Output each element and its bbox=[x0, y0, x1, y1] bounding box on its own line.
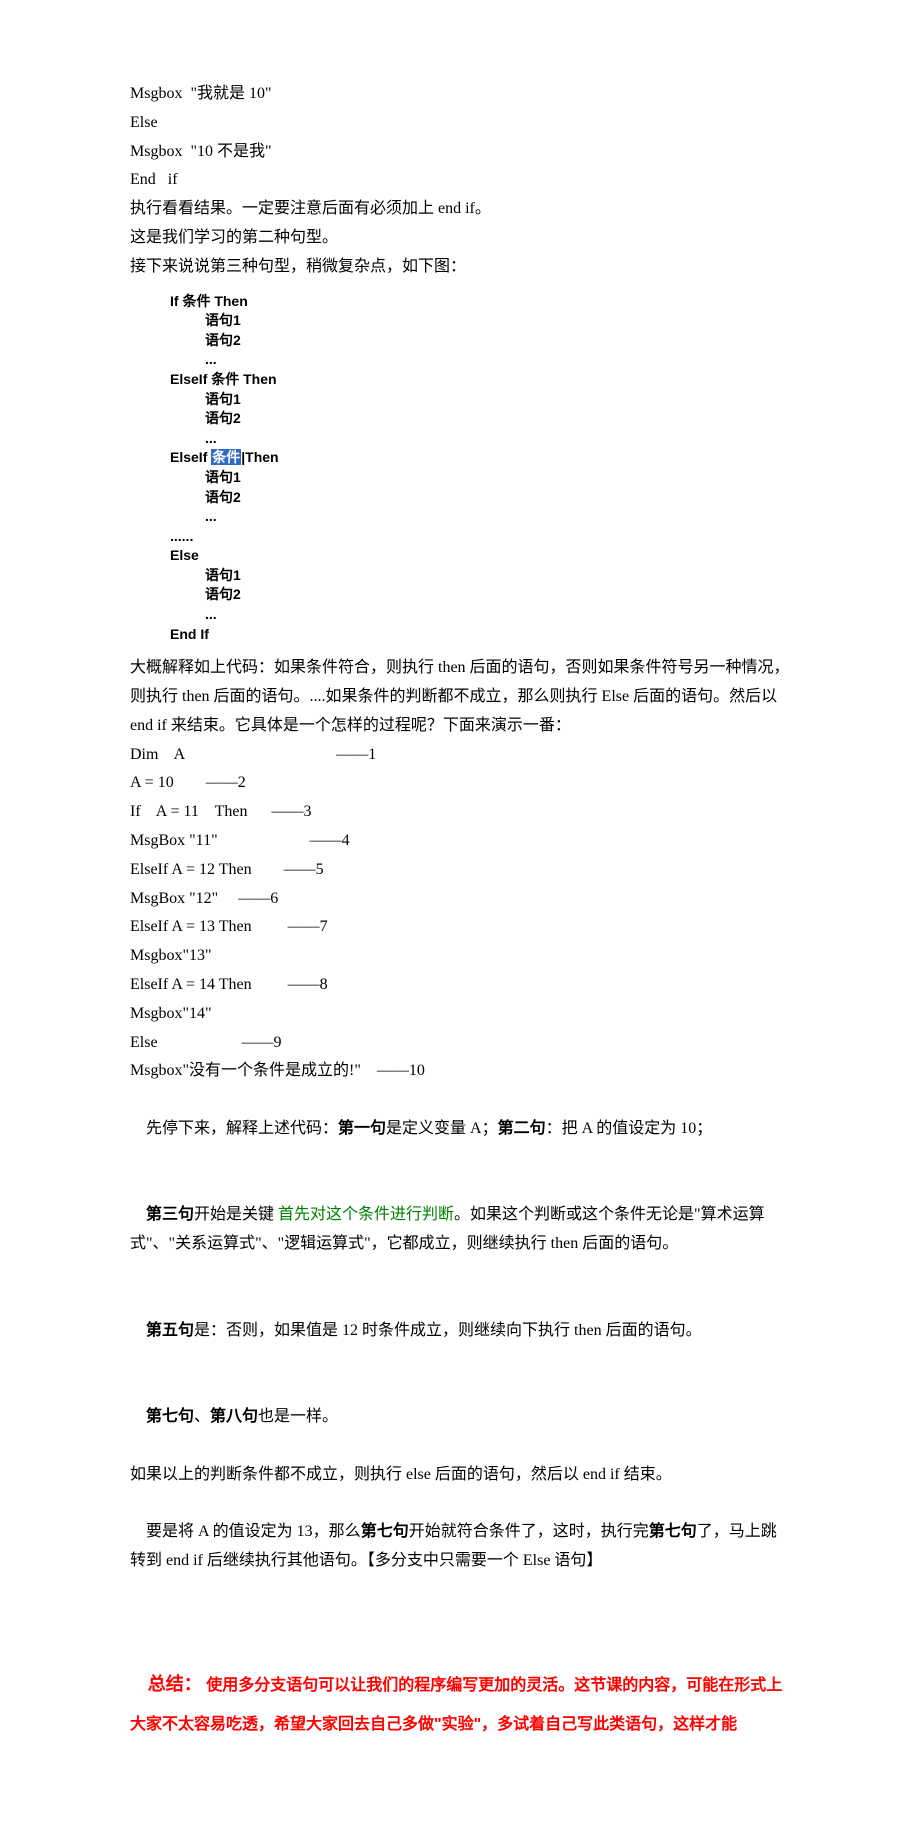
text: 先停下来，解释上述代码： bbox=[146, 1120, 338, 1137]
text: 是：否则，如果值是 12 时条件成立，则继续向下执行 then 后面的语句。 bbox=[194, 1322, 702, 1339]
code-block: If 条件 Then 语句1 语句2 ... ElseIf 条件 Then 语句… bbox=[170, 292, 790, 645]
explanation-line: 第五句是：否则，如果值是 12 时条件成立，则继续向下执行 then 后面的语句… bbox=[130, 1288, 790, 1374]
demo-line: Else ——9 bbox=[130, 1029, 790, 1058]
code-text: Then 语句1 语句2 ... ...... Else 语句1 语句2 ...… bbox=[170, 449, 279, 641]
explanation-line: 如果以上的判断条件都不成立，则执行 else 后面的语句，然后以 end if … bbox=[130, 1461, 790, 1490]
explanation-line: 第七句、第八句也是一样。 bbox=[130, 1374, 790, 1460]
spacer bbox=[130, 1605, 790, 1625]
bold-text: 第七句 bbox=[146, 1408, 194, 1425]
code-text: If 条件 Then 语句1 语句2 ... ElseIf 条件 Then 语句… bbox=[170, 293, 277, 466]
demo-line: ElseIf A = 12 Then ——5 bbox=[130, 856, 790, 885]
text: 要是将 A 的值设定为 13，那么 bbox=[146, 1523, 361, 1540]
green-text: 首先对这个条件进行判断 bbox=[278, 1206, 454, 1223]
bold-text: 第七句 bbox=[649, 1523, 697, 1540]
demo-line: Msgbox"13" bbox=[130, 942, 790, 971]
demo-line: MsgBox "12" ——6 bbox=[130, 885, 790, 914]
demo-line: If A = 11 Then ——3 bbox=[130, 798, 790, 827]
intro-line: 接下来说说第三种句型，稍微复杂点，如下图： bbox=[130, 253, 790, 282]
document-page: Msgbox "我就是 10" Else Msgbox "10 不是我" End… bbox=[0, 0, 920, 1843]
text: 开始是关键 bbox=[194, 1206, 278, 1223]
summary-paragraph: 总结： 使用多分支语句可以让我们的程序编写更加的灵活。这节课的内容，可能在形式上… bbox=[130, 1625, 790, 1783]
explanation-paragraph: 大概解释如上代码：如果条件符合，则执行 then 后面的语句，否则如果条件符号另… bbox=[130, 654, 790, 740]
demo-line: Msgbox"14" bbox=[130, 1000, 790, 1029]
bold-text: 第三句 bbox=[146, 1206, 194, 1223]
bold-text: 第二句 bbox=[498, 1120, 546, 1137]
demo-line: A = 10 ——2 bbox=[130, 769, 790, 798]
bold-text: 第五句 bbox=[146, 1322, 194, 1339]
code-highlight: 条件 bbox=[211, 449, 241, 465]
demo-line: ElseIf A = 13 Then ——7 bbox=[130, 913, 790, 942]
explanation-line: 先停下来，解释上述代码：第一句是定义变量 A；第二句：把 A 的值设定为 10； bbox=[130, 1086, 790, 1172]
demo-line: ElseIf A = 14 Then ——8 bbox=[130, 971, 790, 1000]
bold-text: 第八句 bbox=[210, 1408, 258, 1425]
bold-text: 第七句 bbox=[361, 1523, 409, 1540]
intro-line: 这是我们学习的第二种句型。 bbox=[130, 224, 790, 253]
demo-line: MsgBox "11" ——4 bbox=[130, 827, 790, 856]
intro-line: Msgbox "10 不是我" bbox=[130, 138, 790, 167]
demo-line: Msgbox"没有一个条件是成立的!" ——10 bbox=[130, 1057, 790, 1086]
text: 是定义变量 A； bbox=[386, 1120, 498, 1137]
summary-text: 使用多分支语句可以让我们的程序编写更加的灵活。这节课的内容，可能在形式上大家不太… bbox=[130, 1677, 782, 1733]
intro-line: 执行看看结果。一定要注意后面有必须加上 end if。 bbox=[130, 195, 790, 224]
intro-line: Else bbox=[130, 109, 790, 138]
bold-text: 第一句 bbox=[338, 1120, 386, 1137]
summary-label: 总结： bbox=[148, 1674, 202, 1694]
explanation-line: 要是将 A 的值设定为 13，那么第七句开始就符合条件了，这时，执行完第七句了，… bbox=[130, 1489, 790, 1604]
text: 也是一样。 bbox=[258, 1408, 338, 1425]
explanation-line: 第三句开始是关键 首先对这个条件进行判断。如果这个判断或这个条件无论是"算术运算… bbox=[130, 1173, 790, 1288]
demo-line: Dim A ——1 bbox=[130, 741, 790, 770]
intro-line: Msgbox "我就是 10" bbox=[130, 80, 790, 109]
intro-line: End if bbox=[130, 166, 790, 195]
text: 开始就符合条件了，这时，执行完 bbox=[409, 1523, 649, 1540]
text: ：把 A 的值设定为 10； bbox=[546, 1120, 713, 1137]
